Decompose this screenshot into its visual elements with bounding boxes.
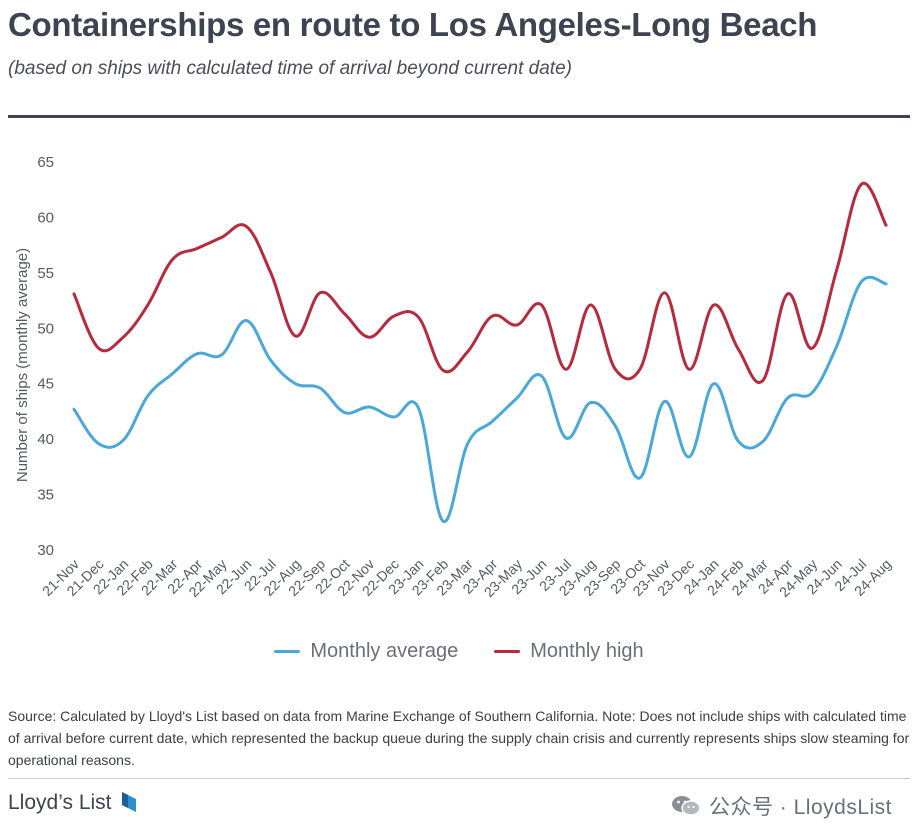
footer-divider: [8, 778, 910, 779]
y-tick-label: 45: [37, 376, 54, 393]
y-axis: 30 35 40 45 50 55 60 65: [37, 154, 54, 559]
legend: Monthly average Monthly high: [0, 640, 918, 663]
line-chart: 30 35 40 45 50 55 60 65 21-Nov21-Dec22-Jan22-Fe…: [14, 154, 894, 601]
legend-item-monthly-high: Monthly high: [494, 640, 644, 663]
legend-label-monthly-high: Monthly high: [530, 640, 644, 662]
y-tick-label: 55: [37, 265, 54, 282]
lloyds-list-logo-icon: [121, 792, 136, 812]
y-tick-label: 60: [37, 209, 54, 226]
header-divider: [8, 115, 910, 118]
y-tick-label: 30: [37, 542, 54, 559]
legend-swatch-monthly-high: [494, 650, 521, 653]
series-line-monthly-average: [72, 275, 888, 523]
series-line-monthly-high: [72, 181, 888, 384]
lloyds-list-logo: Lloyd’s List: [8, 790, 140, 816]
chart-title: Containerships en route to Los Angeles-L…: [8, 6, 818, 43]
y-tick-label: 40: [37, 431, 54, 448]
logo-text: Lloyd’s List: [8, 791, 112, 814]
wechat-icon: [671, 796, 701, 816]
wechat-watermark: 公众号 · LloydsList: [671, 791, 892, 821]
y-axis-label: Number of ships (monthly average): [14, 248, 31, 482]
legend-swatch-monthly-average: [274, 650, 301, 653]
x-axis: 21-Nov21-Dec22-Jan22-Feb22-Mar22-Apr22-M…: [39, 556, 894, 601]
series-lines: [72, 181, 888, 523]
legend-label-monthly-average: Monthly average: [310, 640, 459, 662]
source-note: Source: Calculated by Lloyd's List based…: [8, 708, 910, 768]
y-tick-label: 35: [37, 487, 54, 504]
chart-subtitle: (based on ships with calculated time of …: [8, 58, 572, 79]
watermark-text: 公众号 · LloydsList: [708, 796, 892, 819]
legend-item-monthly-average: Monthly average: [274, 640, 458, 663]
y-tick-label: 50: [37, 320, 54, 337]
y-tick-label: 65: [37, 154, 54, 171]
